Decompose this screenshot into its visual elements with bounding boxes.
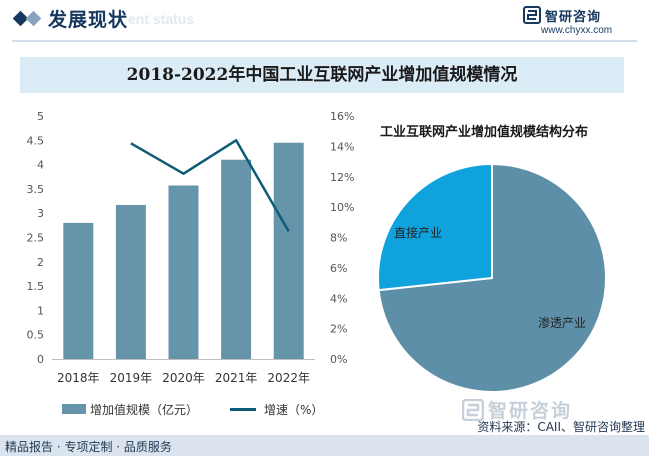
y-right-tick-label-6: 12% (330, 171, 354, 184)
brand-url: www.chyxx.com (541, 25, 613, 36)
y-left-tick-label-9: 4.5 (27, 134, 45, 147)
pie-title: 工业互联网产业增加值规模结构分布 (380, 125, 589, 140)
header-title: 发展现状 (48, 9, 129, 31)
x-tick-label-3: 2021年 (215, 371, 258, 385)
bar-4 (273, 142, 304, 359)
growth-line (130, 139, 290, 233)
y-right-tick-label-3: 6% (330, 262, 347, 275)
y-left-tick-label-0: 0 (37, 353, 44, 366)
legend-swatch-line (230, 407, 257, 411)
bar-3 (221, 159, 252, 359)
bar-0 (63, 222, 94, 359)
x-tick-label-1: 2019年 (110, 371, 153, 385)
y-right-tick-label-8: 16% (330, 110, 354, 123)
y-left-tick-label-10: 5 (37, 110, 44, 123)
header-divider (12, 40, 637, 42)
chart-title: 2018-2022年中国工业互联网产业增加值规模情况 (126, 65, 518, 85)
y-left-tick-label-1: 0.5 (27, 329, 45, 342)
diamond-icon (12, 10, 42, 27)
y-right-tick-label-7: 14% (330, 140, 354, 153)
y-left-tick-label-8: 4 (37, 159, 44, 172)
legend-label-bar: 增加值规模（亿元） (90, 402, 199, 417)
watermark-logo-icon (462, 398, 484, 421)
y-right-tick-label-0: 0% (330, 353, 347, 366)
y-right-tick-label-1: 2% (330, 323, 347, 336)
chart-title-bar: 2018-2022年中国工业互联网产业增加值规模情况 (20, 57, 624, 93)
pie-slice-1 (377, 162, 493, 292)
legend-label-line: 增速（%） (264, 402, 324, 417)
footer-tagline: 精品报告 · 专项定制 · 品质服务 (5, 440, 172, 454)
brand-name: 智研咨询 (545, 10, 602, 25)
x-tick-label-2: 2020年 (162, 371, 205, 385)
legend-swatch-bar (62, 404, 86, 414)
watermark: 智研咨询 (462, 396, 572, 423)
y-left-tick-label-3: 1.5 (27, 280, 45, 293)
y-left-tick-label-7: 3.5 (27, 183, 45, 196)
pie-label-1: 直接产业 (394, 225, 442, 240)
y-right-tick-label-2: 4% (330, 292, 347, 305)
footer: 精品报告 · 专项定制 · 品质服务 资料来源：CAII、智研咨询整理 (0, 420, 649, 456)
y-right-tick-label-4: 8% (330, 232, 347, 245)
header-subtitle: ent status (128, 11, 195, 27)
y-left-tick-label-5: 2.5 (27, 232, 45, 245)
brand-logo-icon (523, 6, 541, 24)
chart-legend: 增加值规模（亿元） 增速（%） (62, 401, 323, 417)
y-right-tick-label-5: 10% (330, 201, 354, 214)
y-left-tick-label-2: 1 (37, 304, 44, 317)
pie-label-0: 渗透产业 (538, 315, 586, 330)
footer-source: 资料来源：CAII、智研咨询整理 (477, 420, 645, 434)
x-tick-label-0: 2018年 (57, 371, 100, 385)
bar-2 (168, 185, 199, 359)
y-left-tick-label-6: 3 (37, 207, 44, 220)
bar-1 (115, 204, 146, 359)
watermark-text: 智研咨询 (488, 400, 573, 422)
y-left-tick-label-4: 2 (37, 256, 44, 269)
brand-logo: 智研咨询 www.chyxx.com (523, 4, 635, 40)
x-tick-label-4: 2022年 (267, 371, 310, 385)
